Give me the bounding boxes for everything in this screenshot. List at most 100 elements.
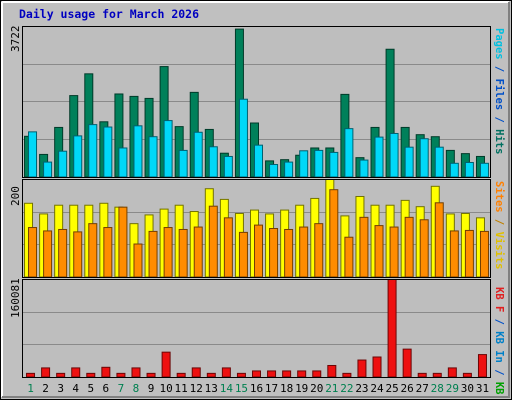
bar-sites-sites-day-3 (58, 228, 68, 277)
x-tick-label-day-28: 28 (431, 382, 444, 395)
bar-kbytes-kb-day-18 (282, 370, 292, 377)
bar-sites-sites-day-8 (133, 243, 143, 277)
bar-kbytes-kb-day-27 (417, 372, 427, 377)
bar-kbytes-kb-day-9 (146, 372, 156, 377)
bar-sites-sites-day-28 (434, 202, 444, 277)
x-tick-label-day-4: 4 (72, 382, 79, 395)
x-tick-label-day-1: 1 (27, 382, 34, 395)
legend-hits-part-4: Hits (493, 129, 505, 154)
bar-kbytes-kb-day-22 (342, 372, 352, 377)
bar-hits-files-day-28 (434, 146, 444, 177)
bar-kbytes-kb-day-29 (447, 367, 457, 377)
bar-sites-sites-day-23 (359, 216, 369, 277)
bar-sites-sites-day-9 (148, 230, 158, 277)
x-tick-label-day-21: 21 (325, 382, 338, 395)
bar-hits-files-day-31 (479, 162, 489, 177)
x-tick-label-day-19: 19 (295, 382, 308, 395)
x-tick-label-day-7: 7 (118, 382, 125, 395)
x-tick-label-day-29: 29 (446, 382, 459, 395)
legend-sites-part-1: / (493, 213, 505, 232)
bar-hits-files-day-24 (374, 136, 384, 177)
panel-hits-legend: Pages / Files / Hits (493, 28, 505, 154)
x-tick-label-day-17: 17 (265, 382, 278, 395)
legend-hits-part-1: / (493, 60, 505, 79)
bar-hits-files-day-3 (58, 150, 68, 177)
bar-kbytes-kb-day-2 (41, 367, 51, 377)
bar-hits-files-day-14 (223, 155, 233, 177)
bar-sites-sites-day-31 (479, 230, 489, 277)
x-tick-label-day-30: 30 (461, 382, 474, 395)
bar-sites-sites-day-24 (374, 225, 384, 277)
bar-kbytes-kb-day-30 (462, 372, 472, 377)
bar-kbytes-kb-day-5 (86, 372, 96, 377)
bar-hits-files-day-12 (193, 131, 203, 177)
bar-hits-files-day-13 (208, 146, 218, 177)
x-tick-label-day-27: 27 (416, 382, 429, 395)
bar-kbytes-kb-day-10 (161, 351, 171, 377)
legend-sites-part-0: Sites (493, 181, 505, 213)
legend-kbytes-part-1: / (493, 312, 505, 331)
bar-kbytes-kb-day-24 (372, 356, 382, 377)
bar-kbytes-kb-day-25 (387, 280, 397, 377)
bar-sites-sites-day-16 (254, 224, 263, 277)
panel-kbytes-legend: KB F / KB In / KB Out (493, 287, 505, 400)
x-tick-label-day-6: 6 (103, 382, 110, 395)
bar-hits-files-day-26 (404, 146, 414, 177)
x-tick-label-day-12: 12 (190, 382, 203, 395)
panel-sites-max-label: 200 (9, 186, 22, 206)
bar-kbytes-kb-day-17 (267, 370, 277, 377)
bar-sites-sites-day-14 (223, 217, 233, 277)
bar-sites-sites-day-20 (314, 223, 324, 277)
bar-kbytes-kb-day-11 (176, 372, 186, 377)
legend-kbytes-part-4: KB Out (493, 382, 505, 400)
bar-hits-files-day-30 (464, 161, 474, 177)
bar-sites-sites-day-5 (88, 223, 98, 277)
bar-sites-sites-day-7 (118, 206, 128, 277)
bar-sites-sites-day-30 (464, 229, 474, 277)
x-tick-label-day-15: 15 (235, 382, 248, 395)
bar-kbytes-kb-day-21 (327, 364, 337, 377)
bar-kbytes-kb-day-26 (402, 348, 412, 377)
x-tick-label-day-23: 23 (355, 382, 368, 395)
x-tick-label-day-10: 10 (159, 382, 172, 395)
x-tick-label-day-25: 25 (385, 382, 398, 395)
bar-kbytes-kb-day-1 (26, 372, 36, 377)
bar-kbytes-kb-day-14 (221, 367, 231, 377)
bar-sites-sites-day-17 (269, 228, 279, 277)
bar-kbytes-kb-day-20 (312, 370, 322, 377)
bar-kbytes-kb-day-19 (297, 370, 307, 377)
legend-kbytes-part-2: KB In (493, 331, 505, 363)
bar-sites-sites-day-4 (73, 231, 83, 277)
bar-hits-files-day-9 (148, 136, 158, 177)
bar-hits-files-day-29 (449, 162, 459, 177)
bar-sites-sites-day-12 (193, 226, 203, 277)
x-tick-label-day-16: 16 (250, 382, 263, 395)
bar-hits-files-day-1 (28, 131, 38, 177)
bar-hits-files-day-18 (284, 161, 294, 177)
bar-sites-sites-day-2 (43, 230, 53, 277)
x-tick-label-day-24: 24 (370, 382, 384, 395)
bar-hits-files-day-19 (299, 150, 309, 177)
bar-sites-sites-day-22 (344, 236, 354, 277)
bar-hits-files-day-11 (178, 149, 188, 177)
bar-kbytes-kb-day-8 (131, 367, 141, 377)
panel-kbytes-max-label: 160081 (9, 278, 22, 318)
panel-sites-legend: Sites / Visits (493, 181, 505, 270)
bar-hits-hits-day-25 (385, 48, 395, 177)
x-tick-label-day-2: 2 (42, 382, 49, 395)
bar-kbytes-kb-day-13 (206, 372, 216, 377)
bar-kbytes-kb-day-15 (236, 372, 246, 377)
bar-sites-sites-day-6 (103, 227, 113, 277)
bar-kbytes-kb-day-4 (71, 367, 81, 377)
bar-hits-files-day-25 (389, 132, 399, 177)
x-tick-label-day-3: 3 (57, 382, 64, 395)
bar-kbytes-kb-day-12 (191, 367, 201, 377)
x-tick-label-day-11: 11 (175, 382, 188, 395)
bar-kbytes-kb-day-23 (357, 359, 367, 377)
bar-hits-files-day-23 (359, 159, 369, 177)
x-axis-day-labels: 1 2 3 4 5 6 7 8 9 10 11 12 13 14 15 16 17 18 19 20 21 22 23 24 2… (27, 382, 489, 395)
bar-hits-files-day-8 (133, 125, 143, 177)
bar-hits-files-day-21 (329, 151, 339, 177)
bar-sites-sites-day-21 (329, 189, 339, 277)
